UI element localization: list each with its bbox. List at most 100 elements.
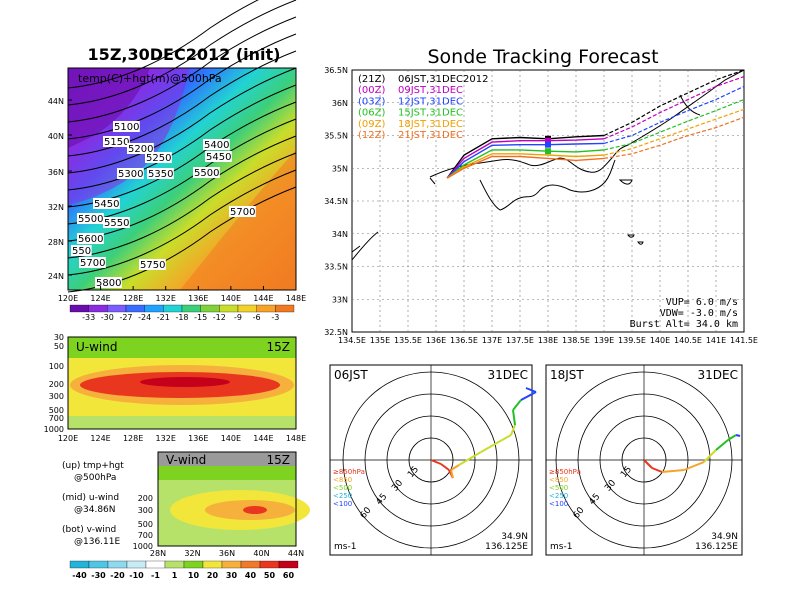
contour-label-bg bbox=[145, 152, 172, 163]
colorbar-label: -3 bbox=[271, 313, 279, 322]
contour-label-bg bbox=[193, 167, 220, 178]
wind-colorbar-label: 30 bbox=[226, 571, 238, 580]
top-lon-label: 120E bbox=[58, 294, 78, 303]
panel-legend: (up) tmp+hgt @500hPa (mid) u-wind @34.86N (b… bbox=[62, 461, 124, 547]
hodograph-trace bbox=[703, 449, 717, 463]
hodograph-trace bbox=[512, 409, 516, 426]
u-wind-field bbox=[68, 337, 296, 429]
hodograph-date: 31DEC bbox=[488, 368, 528, 382]
launch-time: 18JST,31DEC bbox=[398, 119, 463, 130]
u-pressure-label: 700 bbox=[49, 414, 64, 423]
wind-colorbar-swatch bbox=[164, 560, 185, 569]
top-lat-label: 28N bbox=[48, 238, 64, 247]
contour-label-bg bbox=[71, 245, 92, 256]
coastline bbox=[351, 69, 745, 261]
colorbar-label: -18 bbox=[175, 313, 188, 322]
hodograph-trace bbox=[525, 387, 537, 393]
wind-colorbar-label: -1 bbox=[151, 571, 160, 580]
hodograph-lon: 136.125E bbox=[485, 542, 528, 552]
u-lon-label: 136E bbox=[188, 434, 208, 443]
v-wind-time: 15Z bbox=[267, 453, 291, 467]
contour-label: 5800 bbox=[96, 278, 121, 289]
map-lat-label: 34N bbox=[332, 230, 348, 239]
launch-code: (00Z) bbox=[358, 85, 385, 96]
hodograph-time: 18JST bbox=[550, 368, 584, 382]
hodograph-trace bbox=[450, 469, 454, 479]
wind-colorbar-swatch bbox=[145, 560, 166, 569]
colorbar-swatch bbox=[219, 304, 239, 313]
contour-label: 550 bbox=[72, 246, 91, 257]
u-lon-label: 140E bbox=[221, 434, 241, 443]
burst-marker bbox=[545, 137, 551, 144]
trajectory-line bbox=[446, 149, 605, 179]
launch-code: (03Z) bbox=[358, 96, 385, 107]
contour-label: 5450 bbox=[94, 199, 119, 210]
u-lon-label: 148E bbox=[286, 434, 306, 443]
map-lat-label: 35N bbox=[332, 164, 348, 173]
map-grid bbox=[352, 70, 744, 332]
launch-time: 21JST,31DEC bbox=[398, 130, 463, 141]
v-pressure-label: 300 bbox=[138, 506, 153, 515]
wind-colorbar-label: -30 bbox=[91, 571, 106, 580]
height-contour-line bbox=[67, 84, 297, 191]
legend-line: @500hPa bbox=[74, 473, 116, 483]
v-pressure-label: 1000 bbox=[133, 542, 153, 551]
legend-line: @136.11E bbox=[74, 537, 120, 547]
trajectory-line bbox=[446, 155, 605, 179]
contour-label-bg bbox=[127, 143, 154, 154]
wind-colorbar-swatch bbox=[183, 560, 204, 569]
map-lon-label: 140.5E bbox=[674, 336, 702, 345]
map-lat-label: 35.5N bbox=[324, 132, 348, 141]
v-lat-label: 32N bbox=[184, 549, 200, 558]
colorbar-label: -30 bbox=[101, 313, 114, 322]
map-lon-label: 138E bbox=[538, 336, 558, 345]
burst-marker bbox=[545, 141, 551, 148]
burst-text: Burst Alt= 34.0 km bbox=[630, 319, 738, 330]
wind-colorbar-swatch bbox=[221, 560, 242, 569]
map-lon-label: 140E bbox=[650, 336, 670, 345]
hodograph-legend-item: <100 bbox=[549, 500, 568, 508]
temp-colorbar: -33 -30 -27 -24 -21 -18 -15 -12 -9 -6 -3 bbox=[69, 304, 295, 322]
height-contour-line bbox=[67, 152, 297, 259]
top-panel-title: 15Z,30DEC2012 (init) bbox=[88, 45, 281, 64]
contour-label-bg bbox=[147, 168, 174, 179]
hodograph-trace bbox=[651, 467, 663, 473]
hodograph-unit: ms-1 bbox=[334, 542, 356, 552]
contour-label: 5300 bbox=[118, 169, 143, 180]
height-contours bbox=[67, 0, 297, 293]
u-pressure-label: 500 bbox=[49, 406, 64, 415]
top-lon-label: 144E bbox=[253, 294, 273, 303]
v-pressure-label: 200 bbox=[138, 494, 153, 503]
colorbar-label: -12 bbox=[213, 313, 226, 322]
launch-time: 06JST,31DEC2012 bbox=[398, 74, 488, 85]
contour-label: 5500 bbox=[78, 214, 103, 225]
launch-code: (09Z) bbox=[358, 119, 385, 130]
u-wind-time: 15Z bbox=[267, 340, 291, 354]
vup-text: VUP= 6.0 m/s bbox=[666, 297, 738, 308]
launch-time: 09JST,31DEC bbox=[398, 85, 463, 96]
colorbar-swatch bbox=[181, 304, 201, 313]
contour-label-bg bbox=[203, 139, 230, 150]
vdw-text: VDW= -3.0 m/s bbox=[660, 308, 738, 319]
hodograph-trace bbox=[735, 434, 741, 437]
top-lat-label: 44N bbox=[48, 97, 64, 106]
top-panel-subtitle: temp(C)+hgt(m)@500hPa bbox=[78, 72, 222, 85]
map-lon-label: 138.5E bbox=[562, 336, 590, 345]
hodograph-trace bbox=[715, 439, 729, 451]
v-lat-label: 36N bbox=[219, 549, 235, 558]
contour-label: 5600 bbox=[78, 234, 103, 245]
launch-time: 12JST,31DEC bbox=[398, 96, 463, 107]
v-lat-ticks: 28N 32N 36N 40N 44N bbox=[150, 549, 304, 558]
top-lon-label: 140E bbox=[221, 294, 241, 303]
legend-line: (mid) u-wind bbox=[62, 493, 119, 503]
trajectory-dashed bbox=[603, 76, 745, 140]
contour-label: 5250 bbox=[146, 153, 171, 164]
map-lon-label: 137E bbox=[482, 336, 502, 345]
map-lon-label: 134.5E bbox=[338, 336, 366, 345]
height-contour-line bbox=[67, 0, 297, 106]
u-lon-label: 144E bbox=[253, 434, 273, 443]
wind-colorbar-label: 60 bbox=[283, 571, 295, 580]
colorbar-swatch bbox=[163, 304, 183, 313]
